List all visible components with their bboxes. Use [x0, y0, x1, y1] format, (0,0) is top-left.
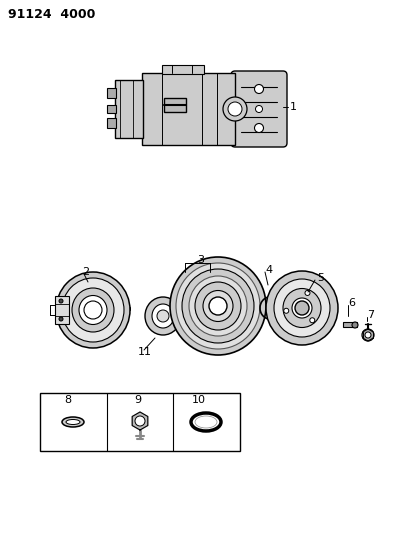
Text: 5: 5: [317, 273, 324, 283]
Ellipse shape: [79, 295, 107, 325]
Circle shape: [310, 318, 315, 323]
FancyBboxPatch shape: [231, 71, 287, 147]
Text: 2: 2: [82, 267, 89, 277]
Text: 8: 8: [64, 395, 71, 405]
Bar: [142, 73, 235, 145]
Circle shape: [256, 106, 262, 112]
Ellipse shape: [189, 276, 247, 336]
Ellipse shape: [182, 269, 254, 343]
Ellipse shape: [176, 263, 260, 349]
Text: 1: 1: [290, 102, 297, 112]
Text: 4: 4: [265, 265, 272, 275]
Text: 11: 11: [138, 347, 152, 357]
Ellipse shape: [195, 416, 217, 428]
Polygon shape: [132, 412, 148, 430]
Ellipse shape: [283, 288, 321, 327]
Bar: [164, 98, 186, 112]
Circle shape: [352, 322, 358, 328]
Bar: [40, 393, 240, 451]
Ellipse shape: [62, 417, 84, 427]
Ellipse shape: [292, 298, 312, 318]
Circle shape: [254, 124, 264, 133]
Circle shape: [295, 301, 309, 315]
Bar: [162, 65, 204, 74]
Ellipse shape: [157, 310, 169, 322]
Bar: [107, 118, 116, 128]
Bar: [55, 296, 69, 324]
Ellipse shape: [56, 272, 130, 348]
Text: 10: 10: [192, 395, 206, 405]
Bar: [115, 80, 143, 138]
Bar: [107, 88, 116, 98]
Ellipse shape: [266, 271, 338, 345]
Ellipse shape: [62, 278, 124, 342]
Text: 91124  4000: 91124 4000: [8, 7, 95, 20]
Text: 3: 3: [197, 255, 204, 265]
Bar: [107, 105, 116, 113]
Circle shape: [135, 416, 145, 426]
Circle shape: [254, 85, 264, 93]
Text: 7: 7: [367, 310, 374, 320]
Ellipse shape: [72, 288, 114, 332]
Ellipse shape: [84, 301, 102, 319]
Ellipse shape: [191, 413, 221, 431]
Circle shape: [223, 97, 247, 121]
Circle shape: [362, 329, 374, 341]
Circle shape: [59, 299, 63, 303]
Ellipse shape: [203, 290, 233, 321]
Circle shape: [305, 290, 310, 295]
Circle shape: [284, 308, 289, 313]
Ellipse shape: [274, 279, 330, 337]
Circle shape: [228, 102, 242, 116]
Ellipse shape: [195, 282, 241, 330]
Ellipse shape: [66, 419, 80, 424]
Ellipse shape: [209, 297, 227, 315]
Ellipse shape: [145, 297, 181, 335]
Bar: [343, 322, 357, 327]
Text: 9: 9: [134, 395, 141, 405]
Circle shape: [59, 317, 63, 321]
Text: 6: 6: [348, 298, 355, 308]
Ellipse shape: [170, 257, 266, 355]
Circle shape: [365, 332, 371, 338]
Ellipse shape: [152, 304, 174, 328]
